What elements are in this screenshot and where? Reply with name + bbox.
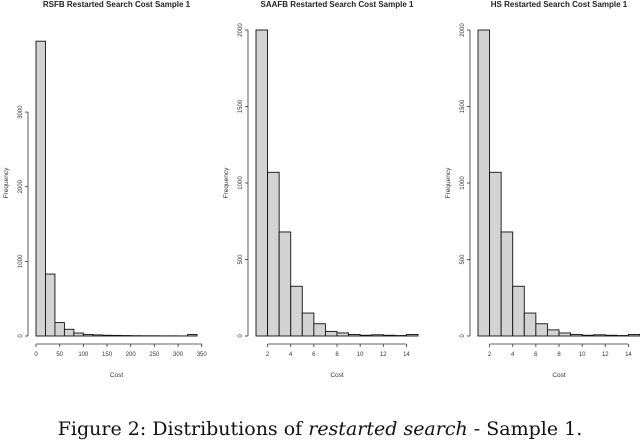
x-tick-label: 8 [557,352,561,358]
histogram-bar [500,231,514,337]
x-tick-label: 12 [602,352,609,358]
histogram-bar [187,334,198,337]
histogram-bar [359,334,373,337]
caption-prefix: Figure 2: Distributions of [57,418,309,440]
histogram-bar [101,334,113,337]
panel-title: HS Restarted Search Cost Sample 1 [491,0,628,9]
histogram-bar [382,334,396,337]
histogram-bar [92,334,103,337]
histogram-bar [63,328,75,337]
histogram-bar [301,312,315,337]
histogram-bar [489,171,502,337]
y-tick-label: 1000 [18,254,24,268]
y-tick-label: 1000 [238,176,244,190]
histogram-bar [558,332,572,337]
histogram-bar [546,329,560,337]
histogram-bar [523,312,537,337]
y-tick-label: 2000 [238,23,244,37]
x-tick-label: 10 [357,352,364,358]
y-tick-label: 2000 [460,23,466,37]
y-tick-label: 500 [460,254,466,265]
histogram-bar [371,334,384,337]
y-axis-label: Frequency [3,167,10,198]
panel-title: SAAFB Restarted Search Cost Sample 1 [261,0,414,9]
x-axis-label: Cost [330,372,344,379]
caption-emphasis: restarted search [308,418,468,440]
y-tick-label: 2000 [18,179,24,193]
histogram-bar [54,322,65,337]
histogram-bar [73,332,84,337]
y-tick-label: 0 [460,334,466,338]
histogram-bar [35,40,46,337]
histogram-bar [535,323,548,337]
x-tick-label: 50 [56,352,63,358]
x-tick-label: 250 [149,352,160,358]
histogram-bar [604,334,618,337]
histogram-bar [324,330,338,337]
figure-caption: Figure 2: Distributions of restarted sea… [0,418,640,440]
histogram-bar [477,29,491,337]
histogram-bar [581,334,595,337]
histogram-bar [255,29,269,337]
x-tick-label: 4 [511,352,515,358]
x-tick-label: 150 [102,352,113,358]
y-tick-label: 3000 [18,105,24,119]
panel-title: RSFB Restarted Search Cost Sample 1 [43,0,191,9]
x-axis-label: Cost [552,372,566,379]
y-tick-label: 1000 [460,176,466,190]
x-tick-label: 300 [173,352,184,358]
y-tick-label: 0 [18,334,24,338]
x-tick-label: 8 [335,352,339,358]
x-tick-label: 6 [312,352,316,358]
histogram-bar [313,323,326,337]
histogram-bar [512,285,525,337]
histogram-bar [278,231,292,337]
histogram-bar [627,334,640,337]
x-tick-label: 2 [488,352,492,358]
y-tick-label: 0 [238,334,244,338]
x-tick-label: 0 [34,352,38,358]
histogram-bar [593,334,606,337]
x-tick-label: 12 [380,352,387,358]
histogram-bar [290,285,303,337]
histogram-bar [45,273,56,337]
x-tick-label: 100 [78,352,89,358]
histogram-bar [348,334,361,337]
x-tick-label: 350 [197,352,208,358]
histogram-bar [267,171,280,337]
x-tick-label: 2 [266,352,270,358]
histogram-bar [111,334,122,337]
chart-panel-3: HS Restarted Search Cost Sample 1 2 4 6 8 10 1… [445,0,640,379]
chart-panel-2: SAAFB Restarted Search Cost Sample 1 2 4 6 8… [223,0,419,379]
x-tick-label: 4 [289,352,293,358]
y-axis-label: Frequency [223,167,230,198]
y-tick-label: 1500 [460,99,466,113]
histogram-bar [405,334,419,337]
histogram-bar [570,334,583,337]
x-tick-label: 6 [534,352,538,358]
x-tick-label: 14 [403,352,410,358]
y-tick-label: 500 [238,254,244,265]
y-tick-label: 1500 [238,99,244,113]
chart-panel-1: RSFB Restarted Search Cost Sample 1 0 50 10… [3,0,207,379]
x-axis-label: Cost [110,372,124,379]
y-axis-label: Frequency [445,167,452,198]
x-tick-label: 10 [579,352,586,358]
histogram-bar [336,332,350,337]
x-tick-label: 14 [625,352,632,358]
x-tick-label: 200 [126,352,137,358]
caption-suffix: - Sample 1. [467,418,583,440]
histogram-bar [82,334,94,337]
